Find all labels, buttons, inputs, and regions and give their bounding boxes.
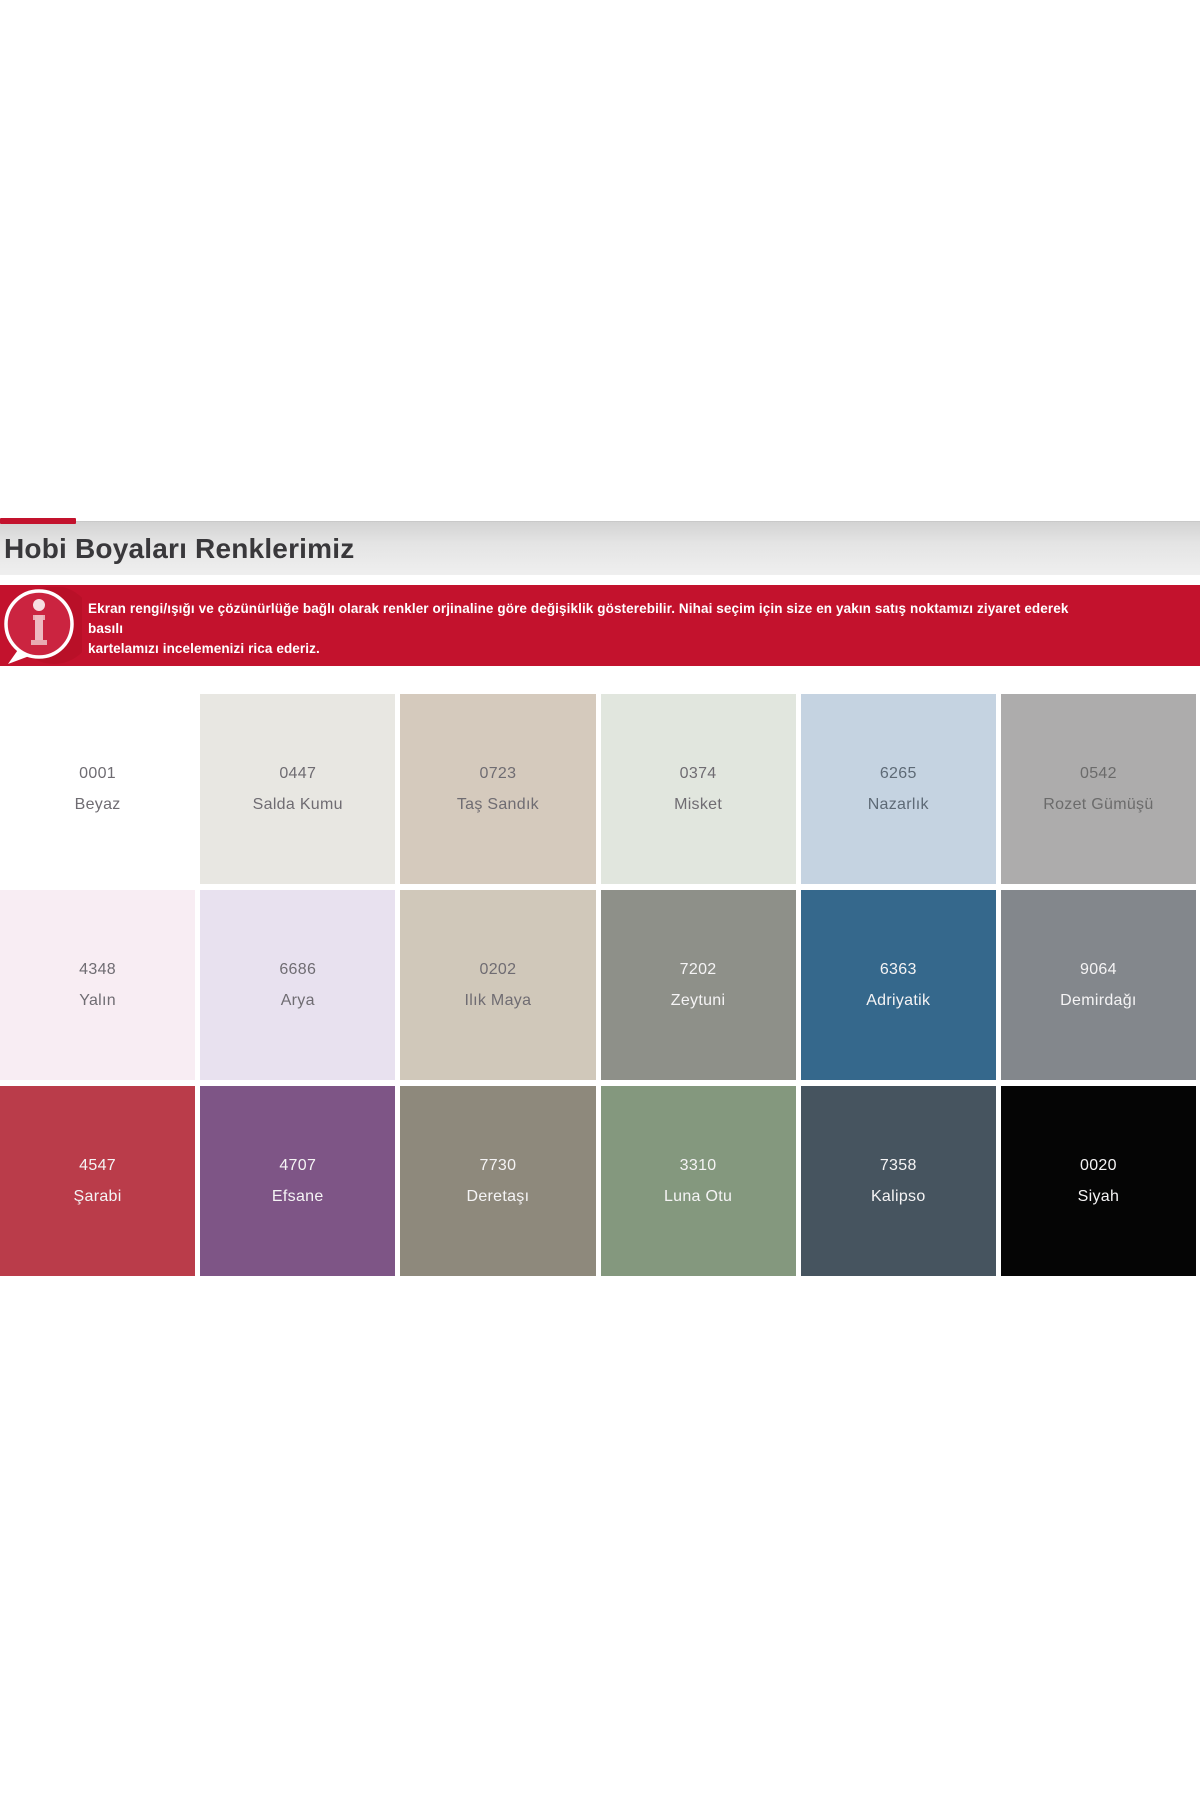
color-name: Demirdağı [1060, 991, 1137, 1009]
swatch-arya[interactable]: 6686 Arya [200, 890, 396, 1080]
swatch-nazarlik[interactable]: 6265 Nazarlık [800, 694, 996, 884]
color-name: Salda Kumu [252, 795, 343, 813]
color-name: Adriyatik [866, 991, 931, 1009]
swatch-adriyatik[interactable]: 6363 Adriyatik [800, 890, 996, 1080]
color-code: 9064 [1080, 960, 1117, 978]
swatch-deretasi[interactable]: 7730 Deretaşı [400, 1086, 596, 1276]
color-code: 0202 [479, 960, 517, 978]
color-name: Misket [674, 795, 723, 813]
swatch-kalipso[interactable]: 7358 Kalipso [800, 1086, 996, 1276]
color-name: Zeytuni [670, 991, 726, 1009]
color-code: 6686 [279, 960, 317, 978]
color-code: 3310 [679, 1156, 717, 1174]
swatch-siyah[interactable]: 0020 Siyah [1000, 1086, 1196, 1276]
info-banner: Ekran rengi/ışığı ve çözünürlüğe bağlı o… [0, 585, 1200, 666]
banner-line-1: Ekran rengi/ışığı ve çözünürlüğe bağlı o… [88, 601, 1069, 636]
color-name: Arya [280, 991, 315, 1009]
color-name: Şarabi [73, 1187, 122, 1205]
swatch-sarabi[interactable]: 4547 Şarabi [0, 1086, 196, 1276]
color-code: 7358 [879, 1156, 917, 1174]
banner-disclaimer-text: Ekran rengi/ışığı ve çözünürlüğe bağlı o… [88, 599, 1070, 659]
banner-line-2: kartelamızı incelemenizi rica ederiz. [88, 641, 320, 656]
color-code: 0542 [1080, 764, 1117, 782]
info-icon [2, 586, 93, 665]
swatch-rozet-gumusu[interactable]: 0542 Rozet Gümüşü [1000, 694, 1196, 884]
color-code: 0374 [679, 764, 717, 782]
color-name: Beyaz [74, 795, 121, 813]
color-code: 7202 [679, 960, 717, 978]
color-name: Yalın [79, 991, 116, 1009]
color-name: Ilık Maya [464, 991, 532, 1009]
color-name: Kalipso [870, 1187, 926, 1205]
swatch-yalin[interactable]: 4348 Yalın [0, 890, 196, 1080]
swatch-tas-sandik[interactable]: 0723 Taş Sandık [400, 694, 596, 884]
color-name: Luna Otu [663, 1187, 733, 1205]
color-swatch-grid: 0001 Beyaz 0447 Salda Kumu 0723 Taş Sand… [0, 694, 1196, 1276]
swatch-misket[interactable]: 0374 Misket [600, 694, 796, 884]
swatch-efsane[interactable]: 4707 Efsane [200, 1086, 396, 1276]
color-code: 0020 [1080, 1156, 1117, 1174]
color-code: 0447 [279, 764, 317, 782]
color-code: 7730 [479, 1156, 517, 1174]
color-name: Deretaşı [466, 1187, 530, 1205]
color-name: Rozet Gümüşü [1043, 795, 1154, 813]
color-code: 6363 [879, 960, 917, 978]
color-name: Taş Sandık [456, 795, 539, 813]
swatch-beyaz[interactable]: 0001 Beyaz [0, 694, 196, 884]
color-code: 0001 [79, 764, 116, 782]
color-code: 4547 [79, 1156, 116, 1174]
color-code: 6265 [879, 764, 917, 782]
color-name: Siyah [1077, 1187, 1120, 1205]
color-code: 4707 [279, 1156, 317, 1174]
color-code: 0723 [479, 764, 517, 782]
swatch-salda-kumu[interactable]: 0447 Salda Kumu [200, 694, 396, 884]
color-code: 4348 [79, 960, 116, 978]
swatch-zeytuni[interactable]: 7202 Zeytuni [600, 890, 796, 1080]
color-name: Nazarlık [867, 795, 929, 813]
swatch-demirdagi[interactable]: 9064 Demirdağı [1000, 890, 1196, 1080]
active-tab-accent [0, 518, 76, 524]
section-header-bar: Hobi Boyaları Renklerimiz [0, 518, 1200, 575]
swatch-luna-otu[interactable]: 3310 Luna Otu [600, 1086, 796, 1276]
page-title: Hobi Boyaları Renklerimiz [4, 533, 355, 564]
swatch-ilik-maya[interactable]: 0202 Ilık Maya [400, 890, 596, 1080]
color-name: Efsane [271, 1187, 324, 1205]
